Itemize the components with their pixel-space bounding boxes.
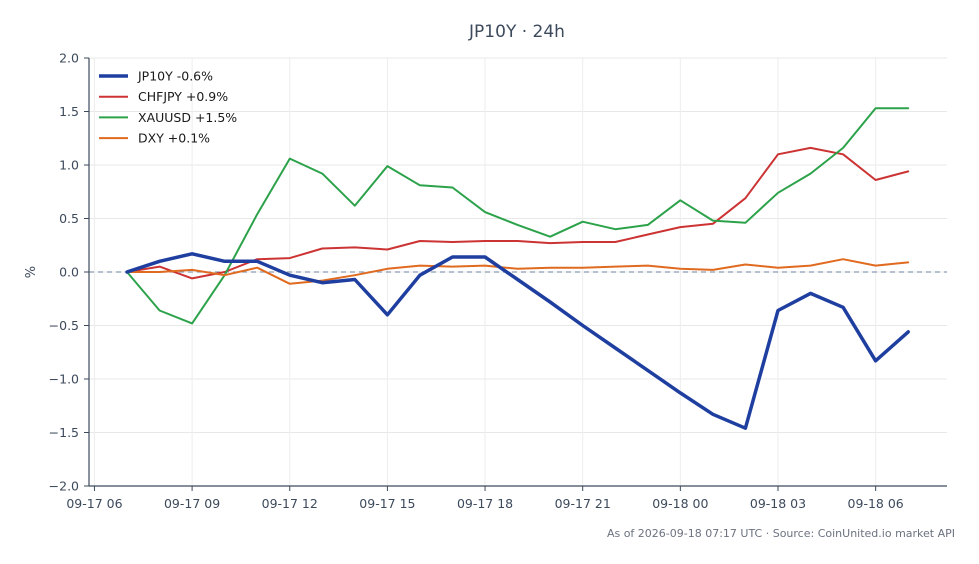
x-tick-label: 09-17 18 — [457, 496, 513, 511]
series-line-dxy — [126, 258, 910, 285]
x-tick-label: 09-17 06 — [66, 496, 122, 511]
y-tick-label: −0.5 — [49, 318, 79, 333]
y-tick-label: 2.0 — [59, 51, 79, 66]
y-tick-label: −1.5 — [49, 425, 79, 440]
x-tick-label: 09-18 06 — [848, 496, 904, 511]
x-tick-label: 09-17 09 — [164, 496, 220, 511]
series-line-jp10y — [125, 252, 910, 430]
x-tick-label: 09-18 00 — [652, 496, 708, 511]
legend-label: DXY +0.1% — [138, 131, 210, 146]
grid — [89, 57, 947, 487]
y-tick-label: 1.5 — [59, 104, 79, 119]
legend-label: JP10Y -0.6% — [137, 69, 213, 84]
x-tick-label: 09-17 12 — [262, 496, 318, 511]
chart-title: JP10Y · 24h — [468, 22, 565, 42]
y-tick-label: −1.0 — [49, 372, 79, 387]
legend-label: CHFJPY +0.9% — [138, 89, 228, 104]
series-group — [125, 107, 910, 430]
series-line-chfjpy — [126, 146, 910, 280]
x-tick-label: 09-17 21 — [555, 496, 611, 511]
y-tick-label: 1.0 — [59, 158, 79, 173]
y-tick-label: 0.0 — [59, 265, 79, 280]
axes: 2.0 1.5 1.0 0.5 0.0 −0.5 −1.0 −1.5 −2.0 09-17 06 0… — [49, 51, 947, 511]
x-tick-label: 09-17 15 — [359, 496, 415, 511]
y-axis-label: % — [24, 266, 39, 278]
y-tick-label: 0.5 — [59, 211, 79, 226]
y-tick-label: −2.0 — [49, 479, 79, 494]
legend: JP10Y -0.6% CHFJPY +0.9% XAUUSD +1.5% DXY +… — [99, 69, 237, 146]
x-tick-label: 09-18 03 — [750, 496, 806, 511]
source-footer: As of 2026-09-18 07:17 UTC · Source: Coi… — [607, 527, 955, 540]
legend-label: XAUUSD +1.5% — [138, 110, 237, 125]
series-line-xauusd — [126, 107, 910, 325]
